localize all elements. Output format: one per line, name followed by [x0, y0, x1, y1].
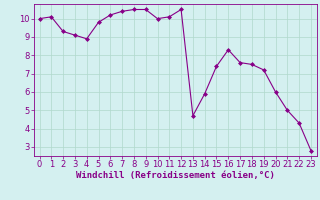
X-axis label: Windchill (Refroidissement éolien,°C): Windchill (Refroidissement éolien,°C)	[76, 171, 275, 180]
